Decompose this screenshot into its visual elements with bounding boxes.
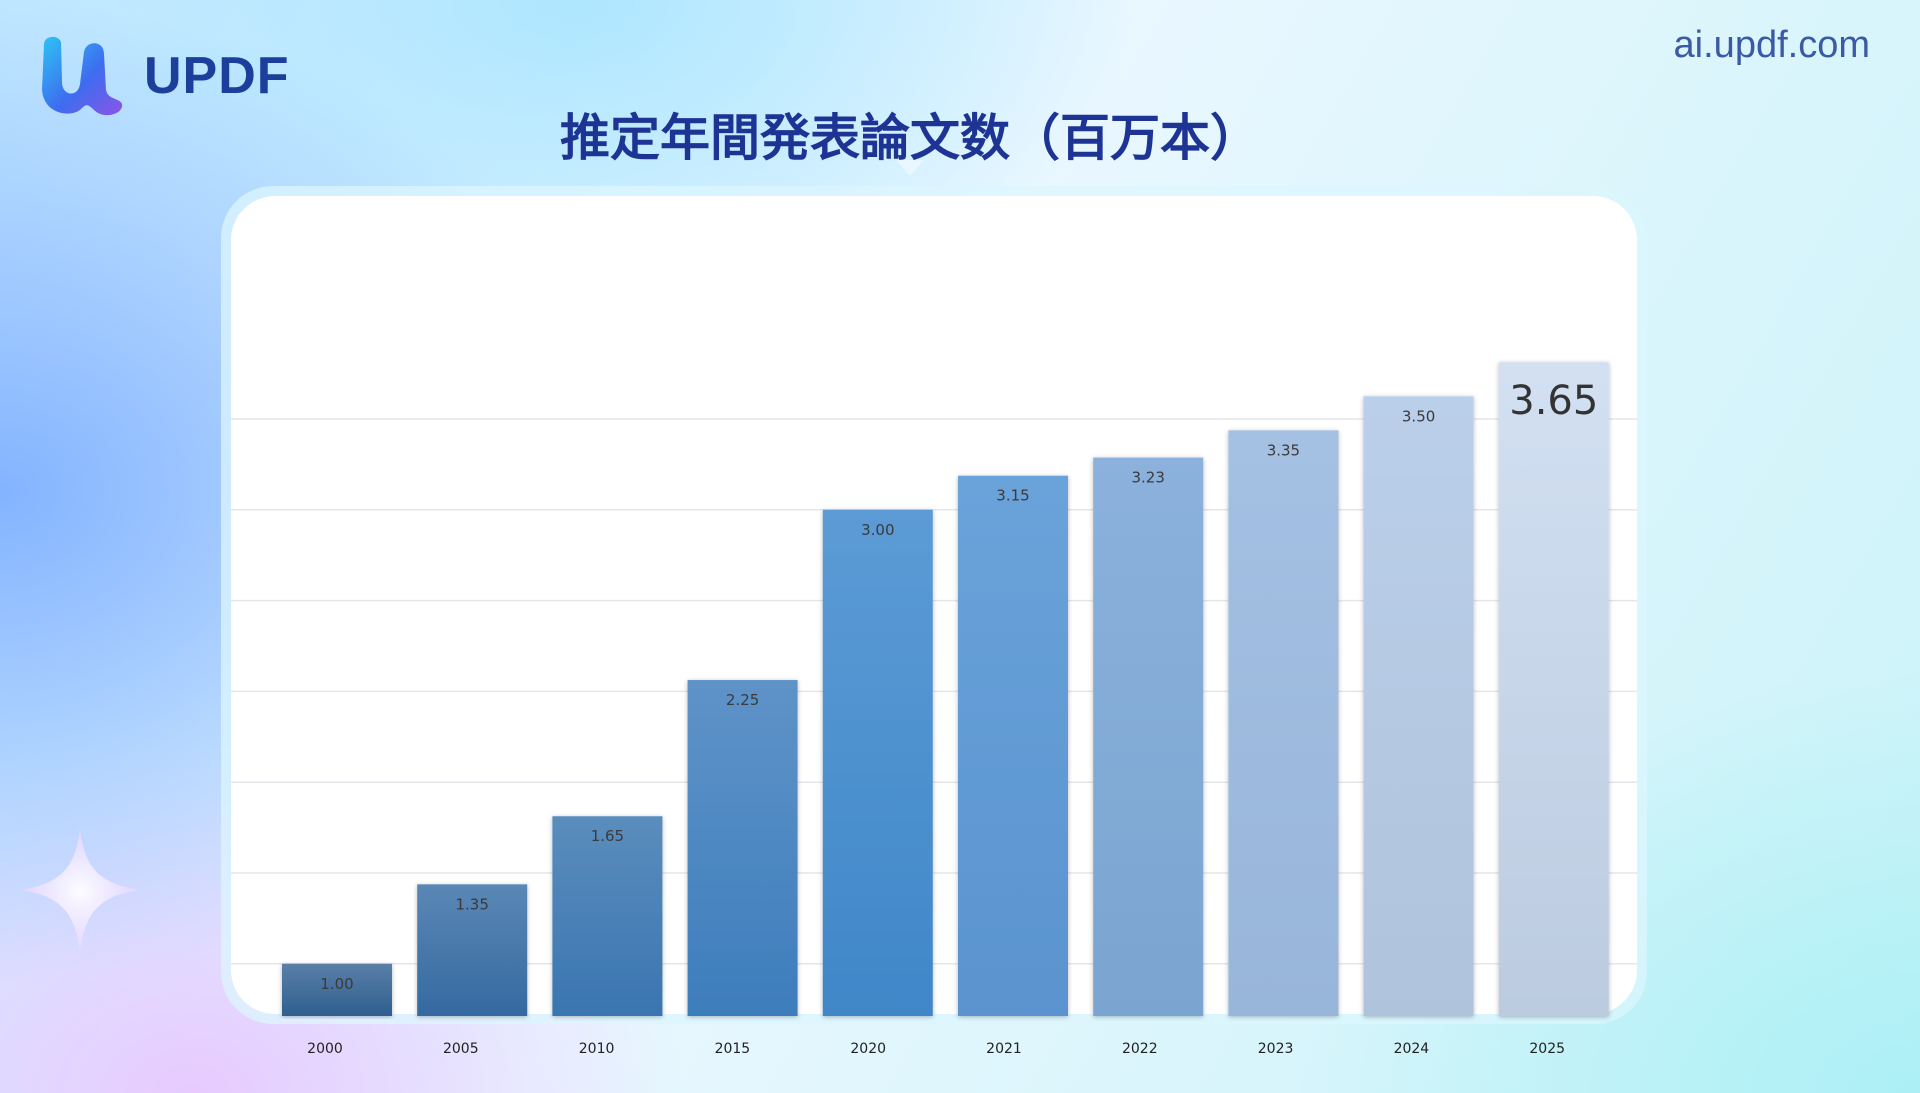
x-tick-2022: 2022 xyxy=(1122,1041,1158,1057)
bar-2021 xyxy=(958,475,1068,1016)
x-tick-2005: 2005 xyxy=(443,1041,479,1057)
value-label-2024: 3.50 xyxy=(1402,407,1435,425)
value-label-2025: 3.65 xyxy=(1509,378,1598,424)
value-label-2000: 1.00 xyxy=(320,975,353,993)
bar-2000 xyxy=(282,963,392,1016)
bar-2005 xyxy=(417,884,528,1016)
updf-logo-icon xyxy=(42,36,123,116)
x-tick-2024: 2024 xyxy=(1394,1041,1430,1057)
x-tick-2021: 2021 xyxy=(986,1041,1022,1057)
bar-2015 xyxy=(687,680,798,1016)
chart-title: 推定年間発表論文数（百万本） xyxy=(560,109,1260,167)
x-tick-2000: 2000 xyxy=(307,1041,343,1057)
x-tick-2010: 2010 xyxy=(579,1041,615,1057)
x-tick-2023: 2023 xyxy=(1258,1041,1294,1057)
site-url[interactable]: ai.updf.com xyxy=(1673,24,1870,66)
x-tick-2025: 2025 xyxy=(1529,1041,1565,1057)
brand-name: UPDF xyxy=(144,47,290,105)
value-label-2015: 2.25 xyxy=(726,691,759,709)
x-axis-ticks: 2000 2005 2010 2015 2020 2021 2022 2023 2024 2025 xyxy=(307,1041,1565,1057)
bar-2010 xyxy=(552,816,663,1016)
bar-2023 xyxy=(1228,430,1339,1017)
value-label-2023: 3.35 xyxy=(1267,441,1300,459)
value-label-2010: 1.65 xyxy=(591,827,624,845)
value-label-2005: 1.35 xyxy=(455,895,488,913)
updf-logo: UPDF xyxy=(34,34,290,118)
bar-2022 xyxy=(1093,457,1204,1017)
value-labels: 1.00 1.35 1.65 2.25 3.00 3.15 3.23 3.35 3.50 3.65 xyxy=(320,378,1598,993)
bar-2024 xyxy=(1363,396,1474,1016)
value-label-2021: 3.15 xyxy=(996,487,1029,505)
sparkle-icon xyxy=(20,828,140,954)
x-tick-2015: 2015 xyxy=(715,1041,751,1057)
bar-2025 xyxy=(1498,362,1609,1016)
x-tick-2020: 2020 xyxy=(850,1041,886,1057)
title-pointer xyxy=(896,160,924,176)
value-label-2020: 3.00 xyxy=(861,521,894,539)
value-label-2022: 3.23 xyxy=(1131,469,1164,487)
bar-2020 xyxy=(822,509,933,1016)
bars xyxy=(282,362,1609,1017)
